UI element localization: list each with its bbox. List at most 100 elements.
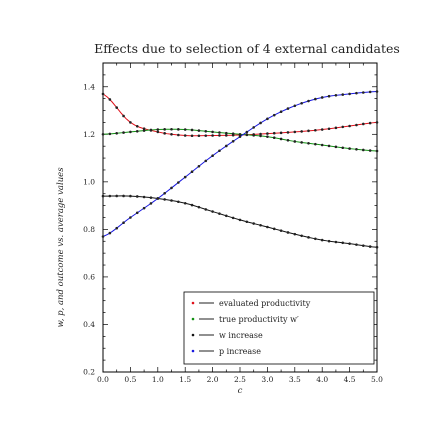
data-point — [286, 131, 290, 134]
data-point — [149, 202, 153, 205]
data-point — [108, 132, 112, 136]
data-point — [238, 218, 242, 222]
data-point — [183, 175, 187, 179]
data-point — [314, 128, 317, 132]
data-point — [362, 244, 365, 247]
data-point — [272, 131, 276, 135]
data-point — [135, 195, 139, 198]
data-point — [293, 104, 297, 108]
data-point — [101, 235, 105, 238]
data-point — [272, 136, 276, 140]
data-point — [293, 130, 297, 134]
data-point — [129, 121, 132, 124]
y-tick-label: 1.2 — [83, 130, 95, 139]
data-point — [334, 240, 338, 244]
data-point — [348, 92, 351, 96]
data-point — [101, 92, 105, 96]
data-point — [142, 129, 146, 132]
data-point — [211, 130, 214, 134]
data-point — [320, 96, 324, 99]
data-point — [307, 129, 310, 133]
data-point — [204, 129, 208, 133]
data-point — [142, 206, 146, 210]
data-point — [266, 117, 269, 121]
data-point — [375, 121, 379, 124]
data-point — [211, 154, 214, 157]
data-point — [245, 133, 249, 137]
series-3 — [101, 90, 379, 238]
data-point — [115, 106, 118, 109]
data-point — [272, 227, 276, 231]
data-point — [341, 93, 345, 96]
data-point — [368, 90, 372, 94]
data-point — [259, 134, 262, 138]
data-point — [362, 148, 365, 152]
data-point — [163, 128, 166, 131]
data-point — [348, 124, 351, 128]
data-point — [170, 127, 173, 131]
data-point — [231, 216, 235, 220]
data-point — [115, 194, 118, 198]
legend-marker — [191, 333, 195, 337]
data-point — [183, 201, 187, 205]
data-point — [218, 149, 221, 153]
data-point — [300, 130, 303, 133]
data-point — [279, 137, 283, 141]
data-point — [108, 231, 112, 235]
data-point — [314, 97, 317, 101]
data-point — [204, 134, 208, 137]
data-point — [231, 139, 235, 143]
data-point — [135, 211, 139, 215]
data-point — [177, 181, 180, 184]
legend-box — [183, 291, 375, 365]
data-point — [108, 98, 112, 101]
x-tick-label: 2.0 — [207, 375, 219, 384]
data-point — [327, 144, 331, 148]
data-point — [293, 140, 297, 143]
data-point — [368, 121, 372, 125]
data-point — [375, 245, 379, 249]
data-point — [149, 128, 153, 132]
y-tick-label: 0.6 — [83, 272, 95, 281]
y-tick-label: 0.8 — [83, 225, 95, 234]
data-point — [231, 132, 235, 136]
data-point — [334, 145, 338, 149]
data-point — [286, 231, 290, 234]
data-point — [225, 131, 228, 135]
data-point — [218, 134, 221, 137]
data-point — [314, 237, 317, 241]
data-point — [197, 205, 201, 209]
x-tick-label: 0.0 — [97, 375, 109, 384]
data-point — [252, 222, 255, 225]
data-point — [245, 130, 249, 134]
data-point — [156, 130, 160, 134]
x-tick-labels: 0.0 0.5 1.0 1.5 2.0 2.5 3.0 3.5 4.0 4.5 5.0 — [97, 375, 383, 384]
y-tick-labels: 0.2 0.4 0.6 0.8 1.0 1.2 1.4 — [83, 82, 95, 376]
data-point — [368, 245, 372, 248]
data-point — [355, 148, 358, 151]
data-point — [122, 194, 125, 198]
series-line — [102, 195, 378, 248]
series-2 — [101, 194, 379, 249]
data-point — [307, 99, 310, 103]
data-point — [170, 186, 173, 190]
data-point — [355, 243, 358, 246]
data-point — [307, 236, 310, 239]
data-point — [129, 194, 132, 198]
data-point — [341, 241, 345, 245]
data-point — [355, 123, 358, 127]
data-point — [238, 133, 242, 136]
data-point — [238, 135, 242, 138]
data-point — [177, 128, 180, 131]
data-point — [170, 133, 173, 136]
y-axis-label: w, p, and outcome vs. average values — [56, 167, 66, 328]
data-point — [375, 90, 379, 93]
data-point — [163, 132, 166, 135]
data-point — [129, 130, 132, 134]
data-point — [293, 232, 297, 236]
data-point — [266, 225, 269, 229]
data-point — [190, 134, 194, 138]
data-point — [300, 101, 303, 105]
data-point — [163, 198, 166, 201]
data-point — [266, 135, 269, 138]
